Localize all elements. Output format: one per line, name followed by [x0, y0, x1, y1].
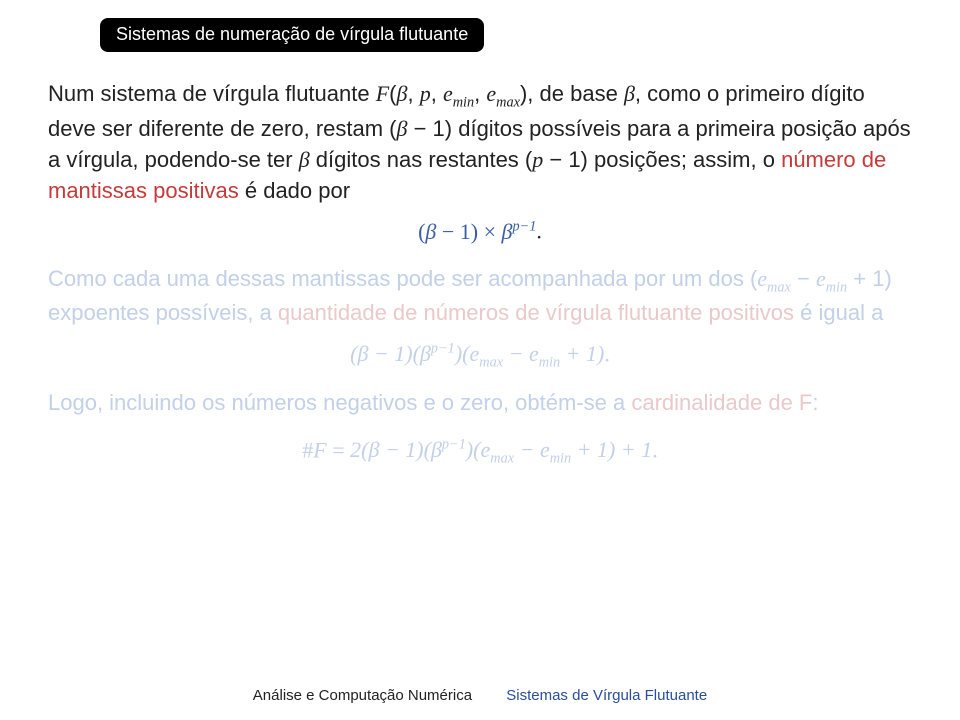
formula-2: (β − 1)(βp−1)(emax − emin + 1). — [48, 341, 912, 372]
slide: Sistemas de numeração de vírgula flutuan… — [0, 0, 960, 720]
slide-title-text: Sistemas de numeração de vírgula flutuan… — [116, 24, 468, 44]
formula-1: (β − 1) × βp−1. — [48, 218, 912, 244]
paragraph-2-tail: é igual a — [794, 300, 883, 325]
paragraph-2-highlight: quantidade de números de vírgula flutuan… — [278, 300, 794, 325]
footer-left: Análise e Computação Numérica — [253, 687, 472, 704]
paragraph-2-lead: Como cada uma dessas mantissas pode ser … — [48, 266, 750, 291]
paragraph-2: Como cada uma dessas mantissas pode ser … — [48, 263, 912, 329]
paragraph-3-tail: : — [812, 390, 818, 415]
slide-footer: Análise e Computação Numérica Sistemas d… — [0, 687, 960, 704]
formula-3: #F = 2(β − 1)(βp−1)(emax − emin + 1) + 1… — [48, 437, 912, 468]
paragraph-2-mid: expoentes possíveis, a — [48, 300, 278, 325]
paragraph-1: Num sistema de vírgula flutuante F(β, p,… — [48, 78, 912, 206]
paragraph-3-lead: Logo, incluindo os números negativos e o… — [48, 390, 631, 415]
slide-body: Num sistema de vírgula flutuante F(β, p,… — [48, 78, 912, 483]
footer-right: Sistemas de Vírgula Flutuante — [506, 687, 707, 704]
slide-title-bar: Sistemas de numeração de vírgula flutuan… — [100, 18, 484, 52]
paragraph-3-highlight: cardinalidade de F — [631, 390, 812, 415]
paragraph-3: Logo, incluindo os números negativos e o… — [48, 387, 912, 418]
